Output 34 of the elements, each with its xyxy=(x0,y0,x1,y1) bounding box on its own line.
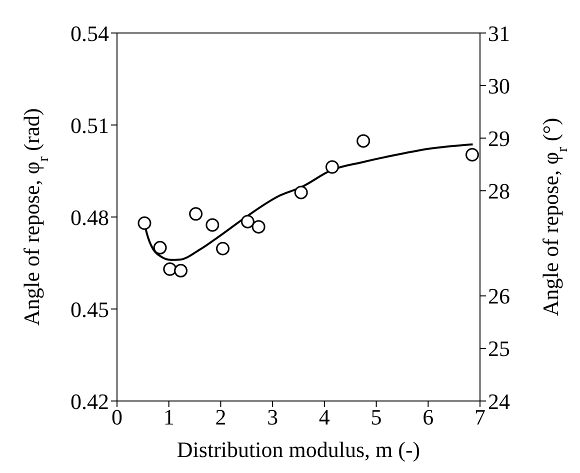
y-tick-label: 0.42 xyxy=(70,388,109,414)
point xyxy=(356,134,370,148)
point xyxy=(325,160,339,174)
y2-tick-label: 30 xyxy=(488,73,510,98)
point xyxy=(294,186,308,200)
y2-tick-label: 25 xyxy=(488,336,510,362)
point xyxy=(138,216,152,230)
y2-tick-label: 31 xyxy=(488,20,510,46)
x-axis-title: Distribution modulus, m (-) xyxy=(176,437,420,462)
x-tick-label: 7 xyxy=(474,404,486,430)
point xyxy=(163,262,177,276)
point xyxy=(153,240,167,254)
point xyxy=(240,214,254,228)
y-tick-label: 0.54 xyxy=(70,20,109,46)
point xyxy=(252,220,266,234)
y2-tick-label: 28 xyxy=(488,178,510,204)
point xyxy=(216,242,230,256)
x-tick-label: 1 xyxy=(163,404,174,430)
y2-tick-label: 29 xyxy=(488,126,510,151)
point xyxy=(465,148,479,162)
x-tick-label: 6 xyxy=(422,404,434,430)
point xyxy=(174,264,188,278)
point xyxy=(189,207,203,221)
y2-tick-label: 24 xyxy=(488,388,510,414)
y2-tick-label: 26 xyxy=(488,284,510,309)
x-tick-label: 0 xyxy=(112,404,122,430)
x-tick-label: 5 xyxy=(370,404,382,430)
x-tick-label: 2 xyxy=(215,404,226,430)
x-tick-label: 3 xyxy=(267,404,278,430)
point xyxy=(206,218,220,232)
y-tick-label: 0.51 xyxy=(70,112,109,138)
y-tick-label: 0.48 xyxy=(70,204,109,230)
y-tick-label: 0.45 xyxy=(70,296,109,322)
x-tick-label: 4 xyxy=(318,404,330,430)
